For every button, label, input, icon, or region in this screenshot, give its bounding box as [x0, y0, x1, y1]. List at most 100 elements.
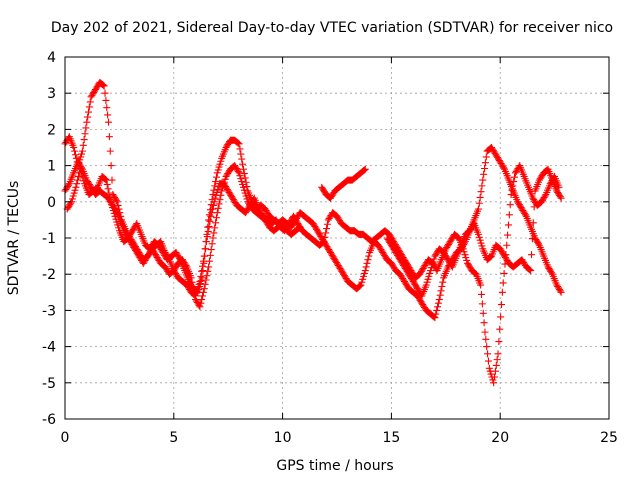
data-point: [102, 96, 110, 104]
data-point: [555, 183, 563, 191]
data-point: [386, 232, 394, 240]
data-point: [257, 209, 265, 217]
data-point: [100, 82, 108, 90]
data-point: [81, 130, 89, 138]
data-point: [107, 198, 115, 206]
data-point: [364, 256, 372, 264]
data-point: [208, 240, 216, 248]
data-point: [247, 200, 255, 208]
data-point: [162, 264, 170, 272]
data-point: [282, 225, 290, 233]
data-point: [333, 212, 341, 220]
data-point: [321, 233, 329, 241]
y-tick-label: -6: [42, 412, 56, 428]
data-point: [75, 159, 83, 167]
data-point: [519, 257, 527, 265]
data-point: [143, 254, 151, 262]
data-point: [389, 262, 397, 270]
data-point: [283, 222, 291, 230]
data-point: [426, 269, 434, 277]
data-point: [73, 180, 81, 188]
data-point: [464, 261, 472, 269]
data-point: [224, 170, 232, 178]
data-point: [390, 238, 398, 246]
data-point: [520, 208, 528, 216]
data-point: [376, 244, 384, 252]
data-point: [411, 280, 419, 288]
data-point: [136, 254, 144, 262]
data-point: [400, 255, 408, 263]
data-point: [213, 188, 221, 196]
data-point: [397, 251, 405, 259]
data-point: [419, 264, 427, 272]
data-point: [222, 172, 230, 180]
data-point: [103, 180, 111, 188]
x-tick-label: 20: [491, 430, 509, 446]
data-point: [80, 177, 88, 185]
data-point: [322, 229, 330, 237]
data-point: [480, 319, 488, 327]
data-point: [106, 147, 114, 155]
data-point: [318, 183, 326, 191]
data-point: [289, 212, 297, 220]
data-point: [463, 256, 471, 264]
data-point: [62, 138, 70, 146]
data-point: [360, 167, 368, 175]
data-point: [92, 185, 100, 193]
data-point: [396, 270, 404, 278]
data-point: [217, 157, 225, 165]
data-point: [233, 166, 241, 174]
data-point: [215, 163, 223, 171]
data-point: [387, 233, 395, 241]
data-point: [374, 241, 382, 249]
data-point: [65, 202, 73, 210]
data-point: [437, 287, 445, 295]
data-point: [361, 267, 369, 275]
data-point: [378, 247, 386, 255]
data-point: [507, 191, 515, 199]
data-point: [422, 260, 430, 268]
data-point: [85, 180, 93, 188]
data-point: [147, 243, 155, 251]
data-point: [216, 196, 224, 204]
data-point: [214, 204, 222, 212]
data-point: [215, 200, 223, 208]
data-point: [296, 224, 304, 232]
data-point: [186, 279, 194, 287]
data-point: [286, 218, 294, 226]
data-point: [221, 181, 229, 189]
y-tick-label: -3: [42, 303, 56, 319]
data-point: [332, 257, 340, 265]
data-point: [541, 192, 549, 200]
data-point: [416, 296, 424, 304]
data-point: [483, 343, 491, 351]
data-point: [319, 238, 327, 246]
data-point: [133, 249, 141, 257]
data-point: [391, 241, 399, 249]
data-point: [556, 287, 564, 295]
data-point: [242, 192, 250, 200]
y-tick-label: 3: [47, 86, 56, 102]
data-point: [243, 183, 251, 191]
data-point: [104, 185, 112, 193]
data-point: [68, 195, 76, 203]
data-point: [431, 314, 439, 322]
data-point: [331, 256, 339, 264]
data-point: [536, 175, 544, 183]
data-point: [172, 271, 180, 279]
data-point: [211, 182, 219, 190]
data-point: [240, 170, 248, 178]
data-point: [313, 227, 321, 235]
data-point: [127, 239, 135, 247]
data-point: [325, 246, 333, 254]
data-point: [489, 146, 497, 154]
data-point: [159, 248, 167, 256]
data-point: [163, 266, 171, 274]
data-point: [414, 286, 422, 294]
data-point: [227, 191, 235, 199]
data-point: [66, 201, 74, 209]
data-point: [128, 228, 136, 236]
data-point: [161, 263, 169, 271]
data-point: [90, 88, 98, 96]
data-point: [334, 214, 342, 222]
